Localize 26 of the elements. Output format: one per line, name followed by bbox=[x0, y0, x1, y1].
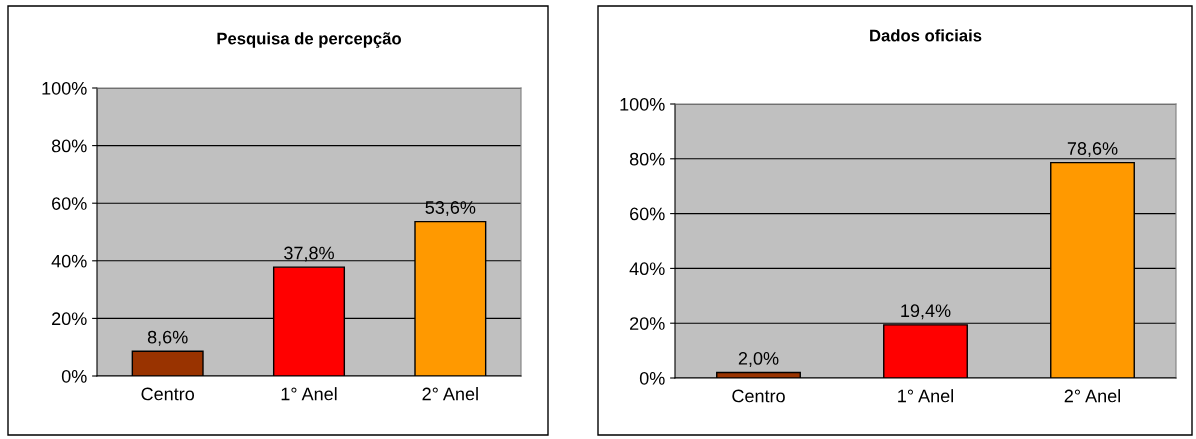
y-tick-label: 60% bbox=[52, 197, 87, 210]
x-tick-label: 1° Anel bbox=[898, 389, 954, 403]
data-label: 8,6% bbox=[147, 330, 188, 346]
chart-title: Dados oficiais bbox=[870, 29, 982, 42]
x-tick-label: 2° Anel bbox=[422, 387, 478, 401]
y-tick-label: 20% bbox=[630, 317, 665, 330]
y-tick-label: 20% bbox=[52, 312, 87, 326]
data-label: 78,6% bbox=[1067, 142, 1118, 158]
data-label: 37,8% bbox=[284, 246, 334, 262]
data-label: 53,6% bbox=[425, 201, 476, 217]
y-tick-label: 40% bbox=[51, 254, 87, 268]
y-tick-label: 0% bbox=[639, 371, 665, 385]
x-tick-label: Centro bbox=[732, 389, 785, 403]
y-tick-label: 80% bbox=[51, 139, 87, 153]
y-tick-label: 100% bbox=[42, 81, 87, 95]
chart-title: Pesquisa de percepção bbox=[217, 32, 401, 48]
data-label: 2,0% bbox=[738, 352, 779, 367]
y-tick-label: 40% bbox=[629, 262, 665, 276]
y-tick-label: 60% bbox=[630, 207, 665, 221]
y-tick-label: 0% bbox=[61, 369, 87, 383]
y-tick-label: 100% bbox=[620, 97, 665, 111]
data-label: 19,4% bbox=[901, 304, 951, 320]
y-tick-label: 80% bbox=[629, 152, 665, 166]
x-tick-label: 2° Anel bbox=[1064, 389, 1121, 403]
x-tick-label: Centro bbox=[141, 387, 195, 401]
x-tick-label: 1° Anel bbox=[281, 387, 337, 401]
